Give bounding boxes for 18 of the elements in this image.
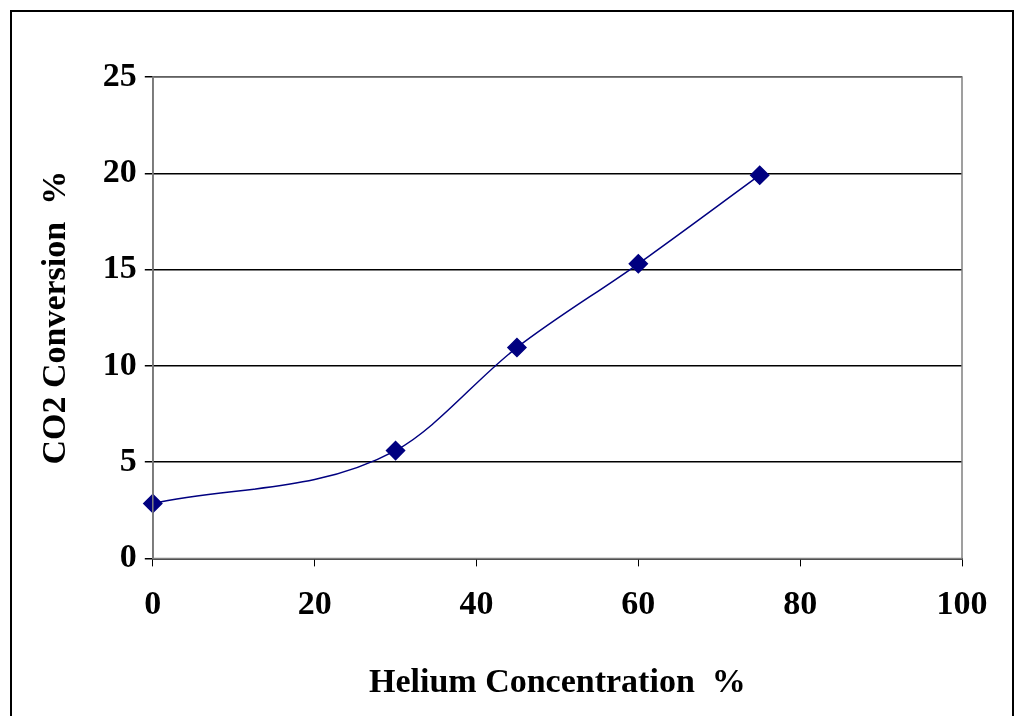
x-tick-label: 80	[783, 583, 818, 621]
x-tick-label: 0	[144, 583, 162, 621]
point	[749, 165, 770, 185]
point	[628, 254, 649, 274]
y-tick-label: 15	[102, 248, 137, 286]
y-axis-title: CO2 Conversion %	[35, 170, 73, 465]
x-tick-label: 40	[459, 583, 494, 621]
point	[385, 440, 406, 461]
x-tick-label: 100	[936, 583, 988, 621]
y-tick-label: 25	[102, 55, 137, 93]
point	[507, 337, 527, 358]
x-tick-label: 60	[621, 583, 656, 621]
y-tick-label: 5	[119, 440, 137, 478]
y-tick-label: 20	[102, 152, 137, 190]
y-tick-label: 0	[119, 537, 137, 575]
x-axis-title: Helium Concentration %	[368, 662, 746, 700]
y-tick-label: 10	[102, 344, 137, 382]
x-tick-label: 20	[297, 583, 332, 621]
